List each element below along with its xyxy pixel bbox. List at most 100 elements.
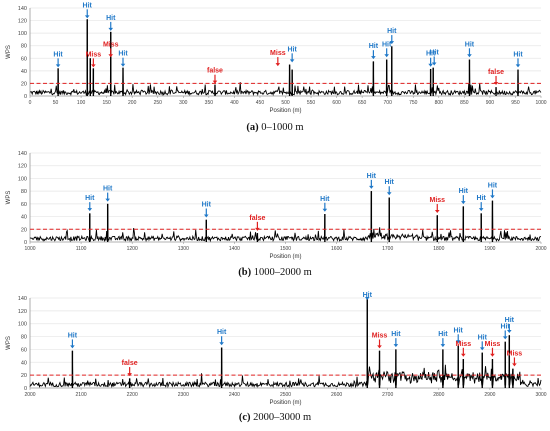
annotation-arrow-head bbox=[203, 214, 209, 218]
x-tick-label: 0 bbox=[29, 100, 32, 106]
x-tick-label: 600 bbox=[332, 100, 341, 106]
y-tick-label: 140 bbox=[18, 151, 27, 157]
hit-annotation: Hit bbox=[391, 331, 401, 348]
annotation-arrow-head bbox=[275, 63, 281, 67]
caption-b-text: 1000–2000 m bbox=[251, 267, 312, 278]
annotation-arrow-head bbox=[289, 59, 295, 63]
annotation-arrow-head bbox=[461, 353, 466, 357]
annotation-arrow-head bbox=[431, 62, 437, 66]
annotation-label: Hit bbox=[391, 331, 401, 338]
x-tick-label: 2000 bbox=[24, 392, 35, 398]
caption-b: (b) 1000–2000 m bbox=[0, 267, 550, 278]
annotation-arrow-head bbox=[364, 297, 370, 300]
annotation-arrow-head bbox=[515, 64, 521, 68]
miss-annotation: Miss bbox=[270, 50, 286, 67]
annotation-arrow-head bbox=[371, 56, 376, 60]
annotation-arrow-head bbox=[105, 198, 110, 202]
y-tick-label: 120 bbox=[18, 309, 27, 315]
x-tick-label: 1300 bbox=[178, 246, 189, 252]
hit-annotation: Hit bbox=[385, 179, 395, 196]
annotation-label: Miss bbox=[372, 332, 388, 339]
hit-annotation: Hit bbox=[320, 196, 330, 212]
hit-annotation: Hit bbox=[53, 51, 63, 68]
false-annotation: false bbox=[249, 215, 265, 231]
x-axis-title: Position (m) bbox=[269, 108, 301, 114]
annotation-label: Miss bbox=[270, 50, 286, 57]
annotation-arrow-head bbox=[393, 344, 399, 348]
annotation-label: Hit bbox=[53, 51, 63, 58]
annotation-arrow-head bbox=[55, 64, 61, 68]
signal-series bbox=[29, 191, 542, 243]
y-tick-label: 20 bbox=[21, 373, 27, 379]
x-tick-label: 1800 bbox=[433, 246, 444, 252]
annotation-label: Hit bbox=[68, 332, 78, 339]
x-tick-label: 2600 bbox=[331, 392, 342, 398]
x-tick-label: 2800 bbox=[433, 392, 444, 398]
annotation-label: Hit bbox=[217, 329, 227, 336]
chart-1: 0 20 40 60 80 100 120 140 1000 1100 1200 1300 1400 15… bbox=[6, 151, 547, 260]
x-tick-label: 500 bbox=[281, 100, 290, 106]
annotation-label: false bbox=[122, 360, 138, 367]
hit-annotation: Hit bbox=[505, 317, 515, 333]
annotation-arrow-head bbox=[108, 54, 114, 58]
caption-a-text: 0–1000 m bbox=[258, 122, 304, 133]
hit-annotation: Hit bbox=[477, 195, 487, 212]
chart-2: 0 20 40 60 80 100 120 140 2000 2100 2200 2300 2400 25… bbox=[6, 292, 547, 406]
annotation-label: Hit bbox=[438, 331, 448, 338]
annotation-label: Hit bbox=[103, 186, 113, 193]
miss-annotation: Miss bbox=[507, 350, 523, 367]
y-tick-label: 80 bbox=[21, 189, 27, 195]
hit-annotation: Hit bbox=[465, 41, 475, 58]
annotation-label: false bbox=[207, 68, 223, 75]
y-tick-label: 20 bbox=[21, 81, 27, 87]
annotation-label: Hit bbox=[367, 173, 377, 180]
x-tick-label: 1600 bbox=[331, 246, 342, 252]
annotation-arrow-head bbox=[478, 208, 484, 212]
annotation-arrow-head bbox=[384, 54, 389, 58]
y-tick-label: 140 bbox=[18, 296, 27, 302]
annotation-label: false bbox=[249, 215, 265, 222]
hit-annotation: Hit bbox=[367, 173, 377, 189]
y-tick-label: 140 bbox=[18, 6, 27, 12]
hit-annotation: Hit bbox=[438, 331, 448, 348]
annotation-label: Hit bbox=[430, 49, 440, 56]
annotation-label: Hit bbox=[320, 196, 330, 203]
annotation-arrow-head bbox=[386, 192, 392, 196]
x-tick-label: 700 bbox=[384, 100, 393, 106]
x-axis-title: Position (m) bbox=[269, 254, 301, 260]
annotation-arrow-head bbox=[212, 80, 218, 84]
hit-annotation: Hit bbox=[478, 334, 488, 351]
y-tick-label: 60 bbox=[21, 347, 27, 353]
hit-annotation: Hit bbox=[426, 51, 436, 67]
caption-c: (c) 2000–3000 m bbox=[0, 412, 550, 423]
hit-annotation: Hit bbox=[118, 51, 128, 67]
annotation-arrow-head bbox=[493, 81, 499, 85]
annotation-arrow-head bbox=[467, 54, 472, 58]
x-tick-label: 2400 bbox=[229, 392, 240, 398]
hit-annotation: Hit bbox=[363, 292, 373, 300]
annotation-label: Hit bbox=[477, 195, 487, 202]
annotation-arrow-head bbox=[455, 340, 461, 344]
annotation-label: Hit bbox=[85, 195, 95, 202]
x-tick-label: 250 bbox=[154, 100, 163, 106]
annotation-label: Hit bbox=[426, 51, 436, 58]
y-tick-label: 100 bbox=[18, 176, 27, 182]
false-annotation: false bbox=[488, 69, 504, 85]
y-axis-title: WPS bbox=[6, 45, 12, 59]
y-tick-label: 60 bbox=[21, 56, 27, 62]
hit-annotation: Hit bbox=[202, 201, 212, 218]
annotation-label: Miss bbox=[507, 350, 523, 357]
x-tick-label: 800 bbox=[435, 100, 444, 106]
hit-annotation: Hit bbox=[217, 329, 227, 346]
caption-a-letter: (a) bbox=[246, 122, 259, 133]
annotation-arrow-head bbox=[369, 185, 374, 189]
annotation-arrow-head bbox=[461, 201, 466, 205]
x-tick-label: 1100 bbox=[76, 246, 87, 252]
hit-annotation: Hit bbox=[454, 327, 464, 344]
annotation-label: Hit bbox=[387, 28, 397, 35]
y-tick-label: 0 bbox=[24, 386, 27, 392]
annotation-arrow-head bbox=[120, 63, 126, 67]
x-tick-label: 850 bbox=[460, 100, 469, 106]
annotation-label: Hit bbox=[287, 46, 297, 53]
